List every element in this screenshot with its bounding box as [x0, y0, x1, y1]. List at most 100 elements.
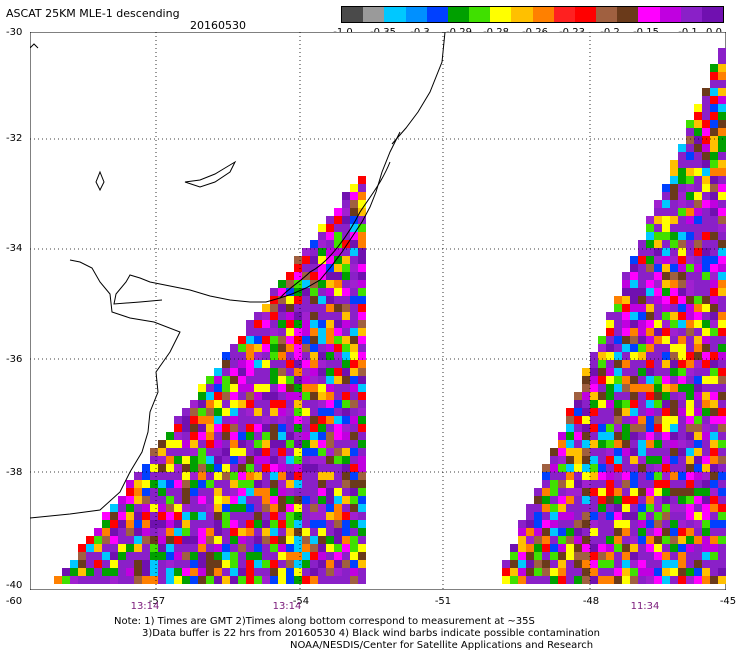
wind-cell: [254, 456, 262, 464]
wind-cell: [630, 480, 638, 488]
wind-cell: [182, 496, 190, 504]
wind-cell: [358, 448, 366, 456]
wind-cell: [686, 432, 694, 440]
wind-cell: [598, 456, 606, 464]
wind-cell: [686, 224, 694, 232]
wind-cell: [662, 464, 670, 472]
wind-cell: [630, 496, 638, 504]
wind-cell: [590, 496, 598, 504]
wind-cell: [222, 392, 230, 400]
wind-cell: [190, 504, 198, 512]
wind-cell: [182, 416, 190, 424]
wind-cell: [678, 472, 686, 480]
wind-cell: [606, 520, 614, 528]
wind-cell: [654, 448, 662, 456]
wind-cell: [350, 416, 358, 424]
wind-cell: [630, 528, 638, 536]
wind-cell: [246, 464, 254, 472]
wind-cell: [302, 368, 310, 376]
wind-cell: [286, 456, 294, 464]
wind-cell: [302, 304, 310, 312]
wind-cell: [598, 368, 606, 376]
wind-cell: [254, 472, 262, 480]
wind-cell: [598, 520, 606, 528]
wind-cell: [190, 480, 198, 488]
wind-cell: [310, 496, 318, 504]
wind-cell: [150, 496, 158, 504]
wind-cell: [710, 312, 718, 320]
wind-cell: [278, 448, 286, 456]
wind-cell: [686, 328, 694, 336]
wind-cell: [238, 480, 246, 488]
wind-cell: [190, 448, 198, 456]
wind-cell: [702, 112, 710, 120]
wind-cell: [694, 232, 702, 240]
wind-cell: [118, 560, 126, 568]
wind-cell: [294, 560, 302, 568]
wind-cell: [246, 448, 254, 456]
wind-cell: [246, 440, 254, 448]
wind-cell: [630, 512, 638, 520]
wind-cell: [358, 504, 366, 512]
wind-cell: [558, 544, 566, 552]
wind-cell: [326, 288, 334, 296]
swath-east: [502, 48, 726, 584]
wind-cell: [694, 264, 702, 272]
colorbar-segment: [363, 7, 385, 22]
wind-cell: [646, 312, 654, 320]
wind-cell: [710, 512, 718, 520]
wind-cell: [678, 552, 686, 560]
wind-cell: [646, 424, 654, 432]
wind-cell: [318, 448, 326, 456]
wind-cell: [286, 304, 294, 312]
wind-cell: [718, 512, 726, 520]
wind-cell: [262, 344, 270, 352]
wind-cell: [150, 456, 158, 464]
wind-cell: [670, 320, 678, 328]
wind-cell: [246, 536, 254, 544]
wind-cell: [534, 544, 542, 552]
wind-cell: [614, 448, 622, 456]
wind-cell: [262, 544, 270, 552]
wind-cell: [638, 488, 646, 496]
wind-cell: [246, 512, 254, 520]
wind-cell: [254, 528, 262, 536]
wind-cell: [262, 432, 270, 440]
wind-cell: [662, 408, 670, 416]
wind-cell: [646, 304, 654, 312]
wind-cell: [222, 416, 230, 424]
wind-cell: [238, 336, 246, 344]
wind-cell: [270, 440, 278, 448]
wind-cell: [310, 432, 318, 440]
wind-cell: [654, 568, 662, 576]
wind-cell: [574, 448, 582, 456]
wind-cell: [310, 312, 318, 320]
wind-cell: [686, 344, 694, 352]
wind-cell: [342, 224, 350, 232]
wind-cell: [254, 416, 262, 424]
wind-cell: [638, 568, 646, 576]
wind-cell: [606, 432, 614, 440]
wind-cell: [630, 392, 638, 400]
wind-cell: [350, 504, 358, 512]
wind-cell: [678, 576, 686, 584]
wind-cell: [198, 392, 206, 400]
wind-cell: [654, 536, 662, 544]
wind-cell: [110, 504, 118, 512]
wind-cell: [286, 312, 294, 320]
wind-cell: [358, 512, 366, 520]
wind-cell: [654, 560, 662, 568]
wind-cell: [694, 288, 702, 296]
wind-cell: [318, 488, 326, 496]
wind-cell: [654, 368, 662, 376]
wind-cell: [670, 496, 678, 504]
wind-cell: [302, 480, 310, 488]
wind-cell: [142, 536, 150, 544]
wind-cell: [614, 576, 622, 584]
wind-cell: [694, 488, 702, 496]
wind-cell: [326, 320, 334, 328]
wind-cell: [158, 552, 166, 560]
wind-cell: [718, 336, 726, 344]
colorbar-segment: [617, 7, 639, 22]
wind-cell: [182, 536, 190, 544]
